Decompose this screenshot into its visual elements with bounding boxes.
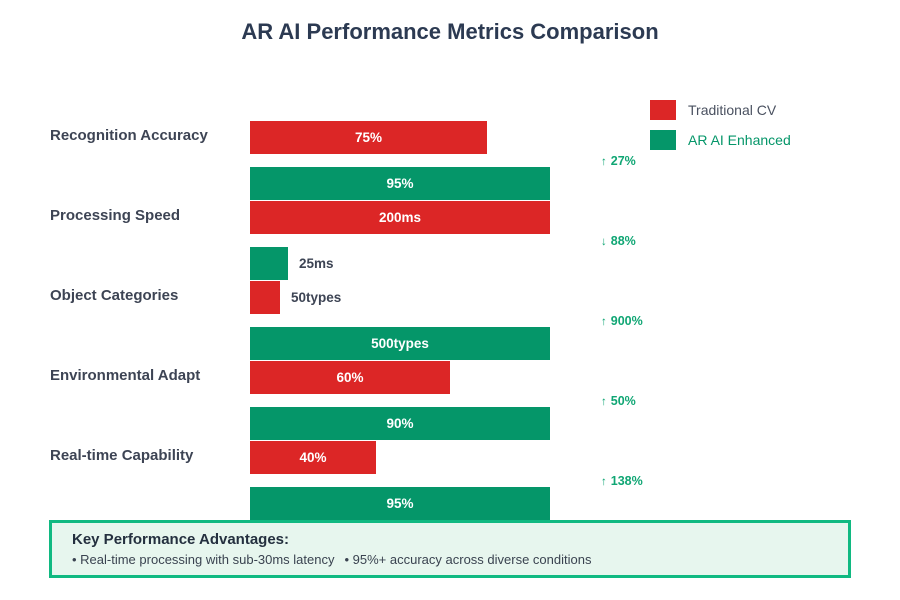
bar-value-label: 500types xyxy=(371,336,429,351)
traditional-cv-swatch-icon xyxy=(650,100,676,120)
bar-ar-ai-enhanced-processing-speed xyxy=(250,247,288,280)
improvement-value: 50% xyxy=(610,394,636,408)
improvement-value: 900% xyxy=(610,314,643,328)
up-arrow-icon: ↑ xyxy=(601,156,607,168)
up-arrow-icon: ↑ xyxy=(601,316,607,328)
bar-value-label: 95% xyxy=(386,496,414,511)
improvement-annotation: ↓ 88% xyxy=(601,233,636,250)
category-label-object-categories: Object Categories xyxy=(50,287,179,304)
bar-value-label: 90% xyxy=(386,416,414,431)
bar-ar-ai-enhanced-object-categories: 500types xyxy=(250,327,550,360)
legend: Traditional CV AR AI Enhanced xyxy=(650,100,791,160)
bar-value-label: 50types xyxy=(291,290,342,305)
bar-value-label: 40% xyxy=(299,450,327,465)
category-label-recognition-accuracy: Recognition Accuracy xyxy=(50,127,208,144)
legend-label: Traditional CV xyxy=(688,102,777,118)
improvement-annotation: ↑ 27% xyxy=(601,153,636,170)
note-heading: Key Performance Advantages: xyxy=(72,531,290,548)
bar-value-label: 60% xyxy=(336,370,364,385)
bar-traditional-cv-processing-speed: 200ms xyxy=(250,201,550,234)
bar-traditional-cv-object-categories xyxy=(250,281,280,314)
improvement-annotation: ↑ 138% xyxy=(601,473,643,490)
bar-ar-ai-enhanced-environmental-adapt: 90% xyxy=(250,407,550,440)
bar-ar-ai-enhanced-real-time-capability: 95% xyxy=(250,487,550,520)
bar-value-label: 75% xyxy=(354,130,383,145)
up-arrow-icon: ↑ xyxy=(601,476,607,488)
bar-traditional-cv-real-time-capability: 40% xyxy=(250,441,376,474)
key-advantages-box: Key Performance Advantages: • Real-time … xyxy=(49,520,851,578)
bar-traditional-cv-recognition-accuracy: 75% xyxy=(250,121,487,154)
bar-value-label: 25ms xyxy=(299,256,334,271)
bar-ar-ai-enhanced-recognition-accuracy: 95% xyxy=(250,167,550,200)
bar-traditional-cv-environmental-adapt: 60% xyxy=(250,361,450,394)
bar-value-label: 95% xyxy=(386,176,414,191)
category-label-processing-speed: Processing Speed xyxy=(50,207,181,224)
note-bullet: • 95%+ accuracy across diverse condition… xyxy=(344,552,592,567)
chart-title: AR AI Performance Metrics Comparison xyxy=(241,19,659,44)
category-label-environmental-adapt: Environmental Adapt xyxy=(50,367,201,384)
down-arrow-icon: ↓ xyxy=(601,236,607,248)
category-label-real-time-capability: Real-time Capability xyxy=(50,447,194,464)
legend-item-ar-ai-enhanced: AR AI Enhanced xyxy=(650,130,791,150)
improvement-value: 88% xyxy=(610,234,636,248)
legend-label: AR AI Enhanced xyxy=(688,132,791,148)
improvement-annotation: ↑ 900% xyxy=(601,313,643,330)
bar-value-label: 200ms xyxy=(378,210,422,225)
improvement-value: 138% xyxy=(610,474,643,488)
legend-item-traditional-cv: Traditional CV xyxy=(650,100,791,120)
ar-ai-enhanced-swatch-icon xyxy=(650,130,676,150)
improvement-value: 27% xyxy=(610,154,636,168)
improvement-annotation: ↑ 50% xyxy=(601,393,636,410)
note-bullets: • Real-time processing with sub-30ms lat… xyxy=(72,551,834,569)
up-arrow-icon: ↑ xyxy=(601,396,607,408)
note-bullet: • Real-time processing with sub-30ms lat… xyxy=(72,552,335,567)
